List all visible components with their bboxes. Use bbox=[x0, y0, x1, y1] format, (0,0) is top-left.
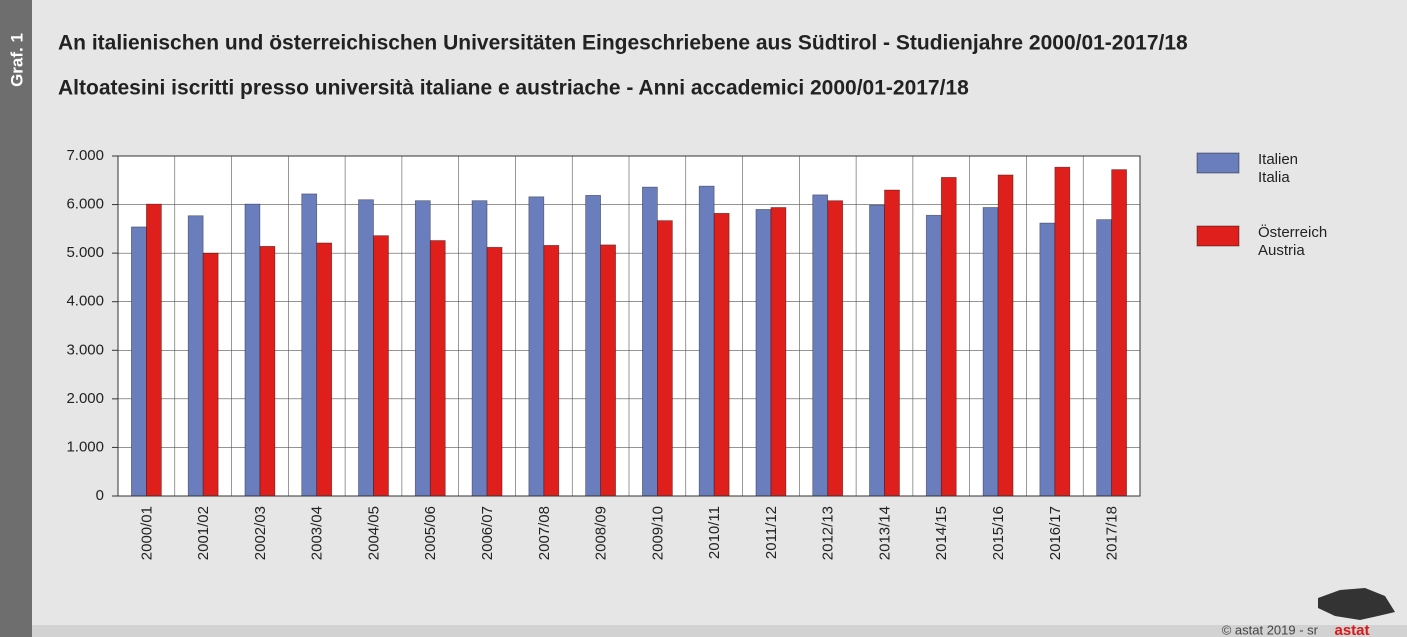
x-tick-label: 2009/10 bbox=[649, 506, 666, 560]
y-tick-label: 0 bbox=[96, 487, 104, 504]
bar bbox=[755, 209, 772, 497]
logo-map bbox=[1318, 588, 1395, 620]
bar bbox=[812, 194, 829, 497]
bar bbox=[301, 193, 318, 497]
x-tick-label: 2010/11 bbox=[706, 506, 723, 559]
chart-subtitle: Altoatesini iscritti presso università i… bbox=[58, 77, 969, 100]
bar bbox=[869, 204, 885, 497]
graph-label: Graf. 1 bbox=[7, 33, 26, 87]
bar bbox=[358, 199, 374, 497]
bar bbox=[471, 200, 488, 497]
x-tick-label: 2002/03 bbox=[252, 506, 269, 560]
bar bbox=[600, 244, 616, 497]
bar bbox=[1096, 219, 1112, 497]
logo: astat bbox=[1334, 622, 1369, 637]
x-tick-label: 2014/15 bbox=[933, 506, 950, 560]
legend-label: Austria bbox=[1258, 242, 1305, 259]
side-strip bbox=[0, 0, 32, 637]
bar bbox=[1039, 222, 1056, 497]
bar bbox=[187, 215, 204, 497]
bar bbox=[486, 246, 503, 497]
y-tick-label: 1.000 bbox=[66, 438, 104, 455]
x-tick-label: 2013/14 bbox=[876, 506, 893, 560]
bar bbox=[698, 185, 715, 497]
bar bbox=[642, 186, 658, 497]
bar bbox=[770, 207, 787, 497]
bar bbox=[131, 226, 147, 497]
legend-label: Österreich bbox=[1258, 223, 1327, 241]
x-tick-label: 2007/08 bbox=[536, 506, 553, 560]
footer: © astat 2019 - sr bbox=[1222, 622, 1319, 637]
x-tick-label: 2012/13 bbox=[820, 506, 837, 560]
bar bbox=[244, 203, 261, 497]
bar bbox=[316, 242, 333, 497]
y-tick-label: 2.000 bbox=[66, 390, 104, 407]
x-tick-label: 2016/17 bbox=[1047, 506, 1064, 560]
bar bbox=[997, 174, 1014, 497]
bar bbox=[414, 200, 431, 497]
x-tick-label: 2004/05 bbox=[365, 506, 382, 560]
x-tick-label: 2000/01 bbox=[138, 506, 155, 560]
x-tick-label: 2008/09 bbox=[593, 506, 610, 560]
x-tick-label: 2003/04 bbox=[309, 506, 326, 560]
bar bbox=[657, 220, 673, 497]
x-tick-label: 2006/07 bbox=[479, 506, 496, 560]
bar bbox=[202, 252, 219, 497]
bar bbox=[429, 240, 446, 497]
legend-label: Italien bbox=[1258, 151, 1298, 168]
x-tick-label: 2011/12 bbox=[763, 506, 780, 559]
bar bbox=[585, 194, 601, 497]
legend-swatch bbox=[1196, 225, 1240, 247]
bar bbox=[940, 177, 957, 497]
bar bbox=[713, 212, 730, 497]
y-tick-label: 7.000 bbox=[66, 147, 104, 164]
x-tick-label: 2001/02 bbox=[195, 506, 212, 560]
legend-label: Italia bbox=[1258, 169, 1290, 186]
bar bbox=[373, 235, 389, 497]
bar bbox=[259, 245, 276, 497]
x-tick-label: 2017/18 bbox=[1104, 506, 1121, 560]
bar bbox=[146, 203, 162, 497]
x-tick-label: 2005/06 bbox=[422, 506, 439, 560]
y-tick-label: 5.000 bbox=[66, 244, 104, 261]
bar bbox=[543, 245, 560, 497]
plot-border bbox=[117, 155, 1141, 497]
bar bbox=[1054, 166, 1071, 497]
y-tick-label: 4.000 bbox=[66, 293, 104, 310]
chart-title: An italienischen und österreichischen Un… bbox=[58, 32, 1188, 55]
y-tick-label: 3.000 bbox=[66, 341, 104, 358]
bar bbox=[827, 200, 844, 497]
bar bbox=[925, 214, 942, 497]
bar bbox=[528, 196, 545, 497]
x-tick-label: 2015/16 bbox=[990, 506, 1007, 560]
bar bbox=[982, 207, 999, 497]
bar bbox=[884, 189, 900, 497]
bar bbox=[1111, 169, 1127, 497]
y-tick-label: 6.000 bbox=[66, 196, 104, 213]
legend-swatch bbox=[1196, 152, 1240, 174]
bottom-strip bbox=[32, 625, 1407, 637]
